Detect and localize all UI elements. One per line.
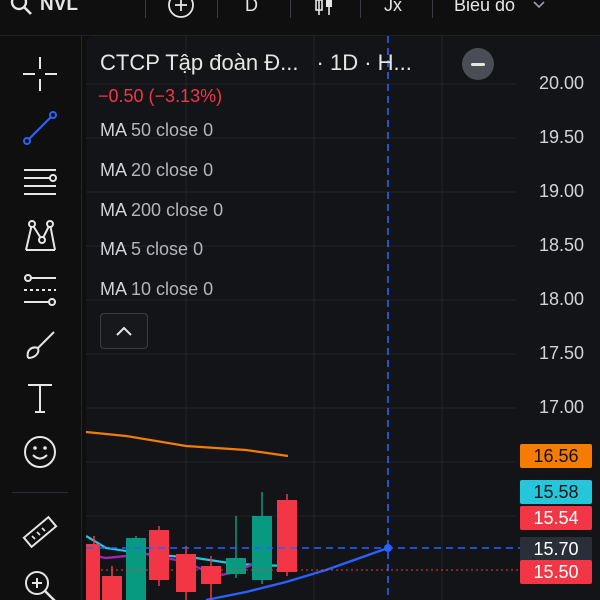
pattern-tool[interactable]	[16, 214, 64, 258]
symbol-search[interactable]: NVL	[10, 0, 78, 18]
zoom-in-icon	[25, 571, 56, 600]
top-toolbar: NVL D Jx Biểu đồ	[0, 0, 600, 22]
price-axis-label: 19.00	[538, 181, 584, 201]
fib-tool[interactable]	[16, 160, 64, 204]
chevron-down-icon	[533, 1, 545, 9]
trend-line-icon	[23, 111, 57, 145]
brush-icon	[26, 331, 55, 359]
candles-icon	[315, 0, 332, 15]
emoji-tool[interactable]	[16, 430, 64, 474]
pattern-icon	[25, 220, 56, 251]
legend-toggle-button[interactable]	[100, 313, 148, 349]
interval-button[interactable]: D	[245, 0, 258, 18]
price-tag-ma200: 16.56	[520, 444, 592, 468]
price-tag-crosshair: 15.70	[520, 537, 592, 561]
crosshair-point	[384, 544, 392, 552]
text-tool[interactable]	[16, 376, 64, 420]
price-tag-low: 15.50	[520, 560, 592, 584]
measure-icon	[24, 274, 56, 306]
chart-pane[interactable]: CTCP Tập đoàn Đ... · 1D · H... −0.50 (−3.…	[86, 36, 600, 600]
crosshair-tool[interactable]	[16, 52, 64, 96]
chart-type-button[interactable]	[312, 0, 336, 18]
toolbar-divider	[432, 0, 433, 18]
fib-lines-icon	[24, 169, 57, 195]
minus-icon	[471, 62, 485, 66]
toolbar-bottom-strip	[0, 22, 600, 36]
price-change: −0.50 (−3.13%)	[98, 86, 223, 106]
price-axis-label: 18.50	[538, 235, 584, 255]
indicators-button[interactable]: Jx	[384, 0, 402, 18]
ma-legend-row[interactable]: MA 200 close 0	[100, 200, 224, 220]
toolbar-divider	[290, 0, 291, 18]
price-axis-label: 19.50	[538, 127, 584, 147]
ma-legend-row[interactable]: MA 20 close 0	[100, 160, 214, 180]
ma-legend-row[interactable]: MA 50 close 0	[100, 120, 214, 140]
legend-meta: · 1D · H...	[316, 50, 412, 75]
candles	[86, 492, 297, 600]
legend-collapse-button[interactable]	[462, 48, 494, 80]
chevron-up-icon	[116, 326, 132, 336]
toolbar-divider	[360, 0, 361, 18]
symbol-name: CTCP Tập đoàn Đ...	[100, 50, 299, 75]
price-tag-last: 15.54	[520, 506, 592, 530]
plus-circle-icon	[168, 0, 194, 18]
interval-label: D	[245, 0, 258, 15]
trend-line-tool[interactable]	[16, 106, 64, 150]
indicators-label: Jx	[384, 0, 402, 15]
ma-legend-row[interactable]: MA 10 close 0	[100, 279, 214, 299]
toolbar-divider	[217, 0, 218, 18]
legend-title[interactable]: CTCP Tập đoàn Đ... · 1D · H...	[100, 50, 412, 76]
ma-legend-row[interactable]: MA 5 close 0	[100, 239, 204, 259]
crosshair-icon	[23, 57, 57, 91]
price-axis-label: 18.00	[538, 289, 584, 309]
ma-blue-line	[205, 546, 389, 600]
price-axis-label: 17.50	[538, 343, 584, 363]
brush-tool[interactable]	[16, 322, 64, 366]
toolbar-divider	[145, 0, 146, 18]
ma-200-line	[86, 430, 289, 458]
compare-button[interactable]	[166, 0, 196, 18]
text-icon	[28, 384, 52, 413]
toolbar-divider	[12, 492, 68, 493]
chart-menu-button[interactable]: Biểu đồ	[454, 0, 547, 18]
drawing-toolbar	[0, 36, 82, 600]
chart-menu-label: Biểu đồ	[454, 0, 516, 15]
prediction-tool[interactable]	[16, 268, 64, 312]
price-plot[interactable]	[86, 36, 600, 600]
price-axis-label: 17.00	[538, 397, 584, 417]
price-tag-ma-cyan: 15.58	[520, 480, 592, 504]
search-icon	[10, 0, 32, 15]
ruler-icon	[22, 515, 58, 549]
emoji-icon	[24, 436, 56, 468]
zoom-in-tool[interactable]	[16, 564, 64, 600]
symbol-label: NVL	[40, 0, 78, 15]
price-axis-label: 20.00	[538, 73, 584, 93]
ruler-tool[interactable]	[16, 510, 64, 554]
